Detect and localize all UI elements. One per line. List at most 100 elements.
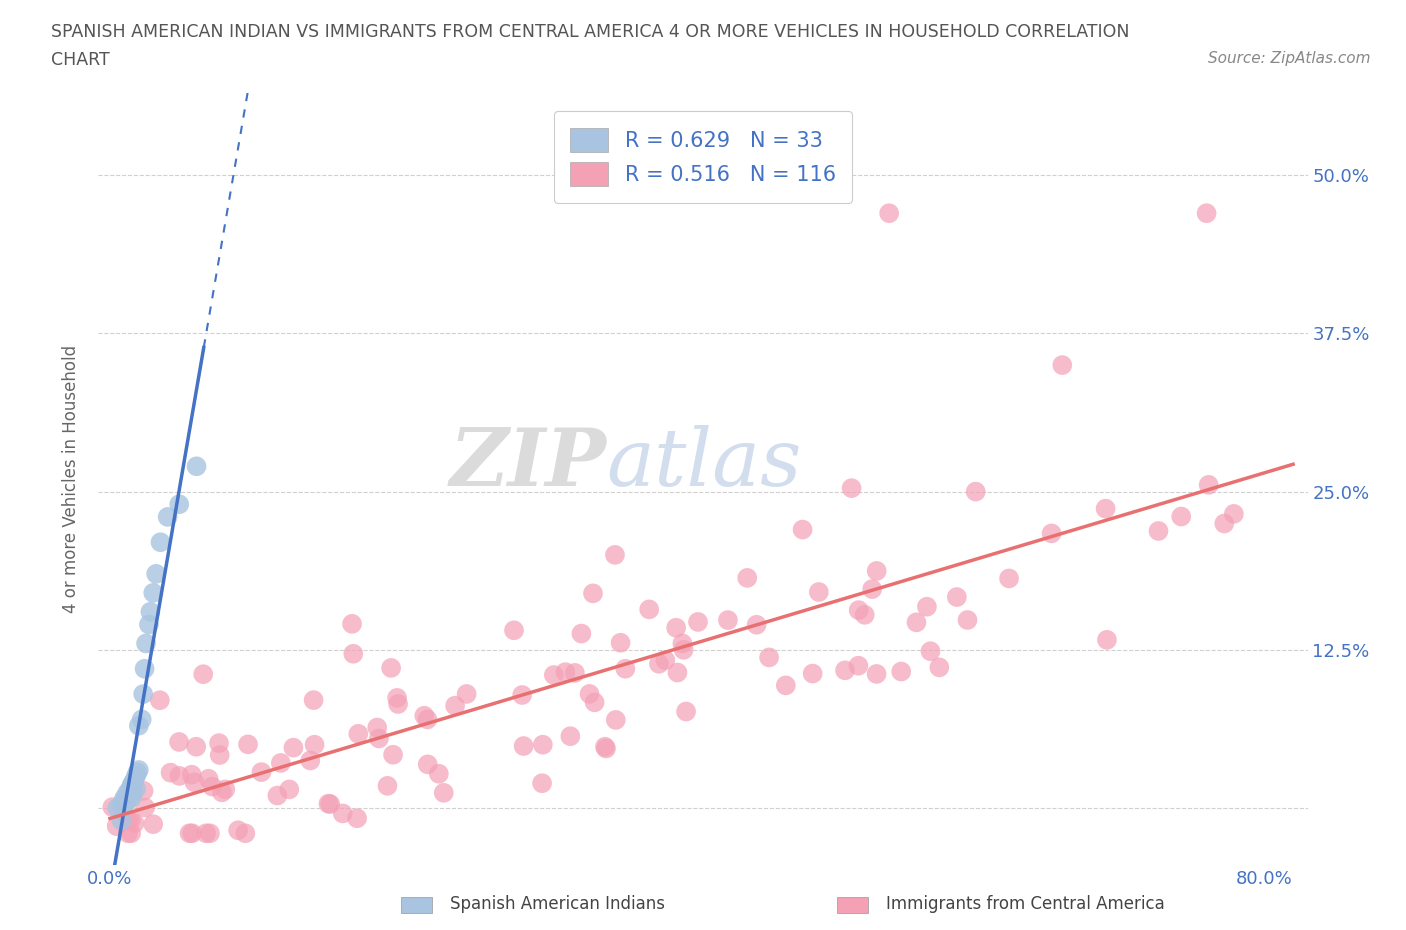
Point — [956, 613, 979, 628]
Point — [110, 798, 132, 813]
Point — [211, 785, 233, 800]
Point — [666, 665, 689, 680]
Point — [1198, 477, 1220, 492]
Point — [456, 686, 478, 701]
Point — [593, 739, 616, 754]
Point — [877, 206, 900, 220]
Point — [127, 765, 149, 780]
Point — [131, 712, 153, 727]
Point — [1213, 516, 1236, 531]
Point — [998, 571, 1021, 586]
Point — [167, 497, 190, 512]
Point — [299, 753, 322, 768]
Point — [717, 613, 740, 628]
Point — [302, 693, 325, 708]
Point — [270, 755, 292, 770]
Point — [278, 782, 301, 797]
Point — [120, 813, 142, 828]
Point — [865, 667, 887, 682]
Point — [654, 653, 676, 668]
Point — [214, 782, 236, 797]
Point — [134, 661, 156, 676]
Point — [198, 826, 221, 841]
Point — [250, 764, 273, 779]
Point — [135, 636, 157, 651]
Point — [138, 617, 160, 631]
Point — [416, 757, 439, 772]
Point — [132, 686, 155, 701]
Point — [110, 813, 132, 828]
Point — [149, 693, 172, 708]
Point — [120, 826, 142, 841]
Point — [1170, 509, 1192, 524]
Point — [510, 687, 533, 702]
Point — [801, 666, 824, 681]
Point — [512, 738, 534, 753]
Point — [368, 731, 391, 746]
Point — [105, 801, 128, 816]
Point — [920, 644, 942, 658]
Point — [117, 785, 139, 800]
Point — [208, 736, 231, 751]
Point — [114, 795, 136, 810]
Text: SPANISH AMERICAN INDIAN VS IMMIGRANTS FROM CENTRAL AMERICA 4 OR MORE VEHICLES IN: SPANISH AMERICAN INDIAN VS IMMIGRANTS FR… — [51, 23, 1129, 41]
Point — [385, 690, 408, 705]
Point — [145, 566, 167, 581]
Point — [915, 599, 938, 614]
Point — [1094, 501, 1116, 516]
Point — [132, 783, 155, 798]
Point — [578, 686, 600, 701]
Point — [318, 796, 340, 811]
Point — [834, 663, 856, 678]
Text: Source: ZipAtlas.com: Source: ZipAtlas.com — [1208, 51, 1371, 66]
Point — [111, 794, 134, 809]
Point — [382, 748, 405, 763]
Point — [319, 797, 342, 812]
Point — [340, 617, 363, 631]
Point — [181, 826, 204, 841]
Point — [560, 729, 582, 744]
Point — [543, 668, 565, 683]
Point — [118, 788, 141, 803]
Point — [609, 635, 631, 650]
Point — [380, 660, 402, 675]
Point — [583, 695, 606, 710]
Point — [531, 776, 554, 790]
Point — [122, 785, 145, 800]
Point — [848, 658, 870, 673]
Point — [342, 646, 364, 661]
Point — [745, 618, 768, 632]
Point — [605, 712, 627, 727]
Text: CHART: CHART — [51, 51, 110, 69]
Point — [571, 626, 593, 641]
Point — [112, 797, 135, 812]
Point — [134, 800, 156, 815]
Point — [686, 615, 709, 630]
Legend: R = 0.629   N = 33, R = 0.516   N = 116: R = 0.629 N = 33, R = 0.516 N = 116 — [554, 112, 852, 203]
Point — [928, 660, 950, 675]
Point — [112, 790, 135, 805]
Point — [427, 766, 450, 781]
Point — [125, 781, 148, 796]
Point — [792, 522, 814, 537]
Point — [193, 667, 215, 682]
Point — [1223, 507, 1246, 522]
Point — [387, 697, 409, 711]
Point — [149, 535, 172, 550]
Point — [139, 604, 162, 619]
Point — [120, 781, 142, 796]
Point — [905, 615, 928, 630]
Point — [186, 458, 208, 473]
Point — [117, 826, 139, 841]
Point — [179, 826, 201, 841]
Point — [167, 735, 190, 750]
Point — [603, 548, 626, 563]
Point — [1147, 524, 1170, 538]
Point — [433, 786, 456, 801]
Point — [377, 778, 399, 793]
Point — [117, 793, 139, 808]
Point — [638, 602, 661, 617]
Point — [117, 813, 139, 828]
Point — [128, 763, 150, 777]
Point — [346, 811, 368, 826]
